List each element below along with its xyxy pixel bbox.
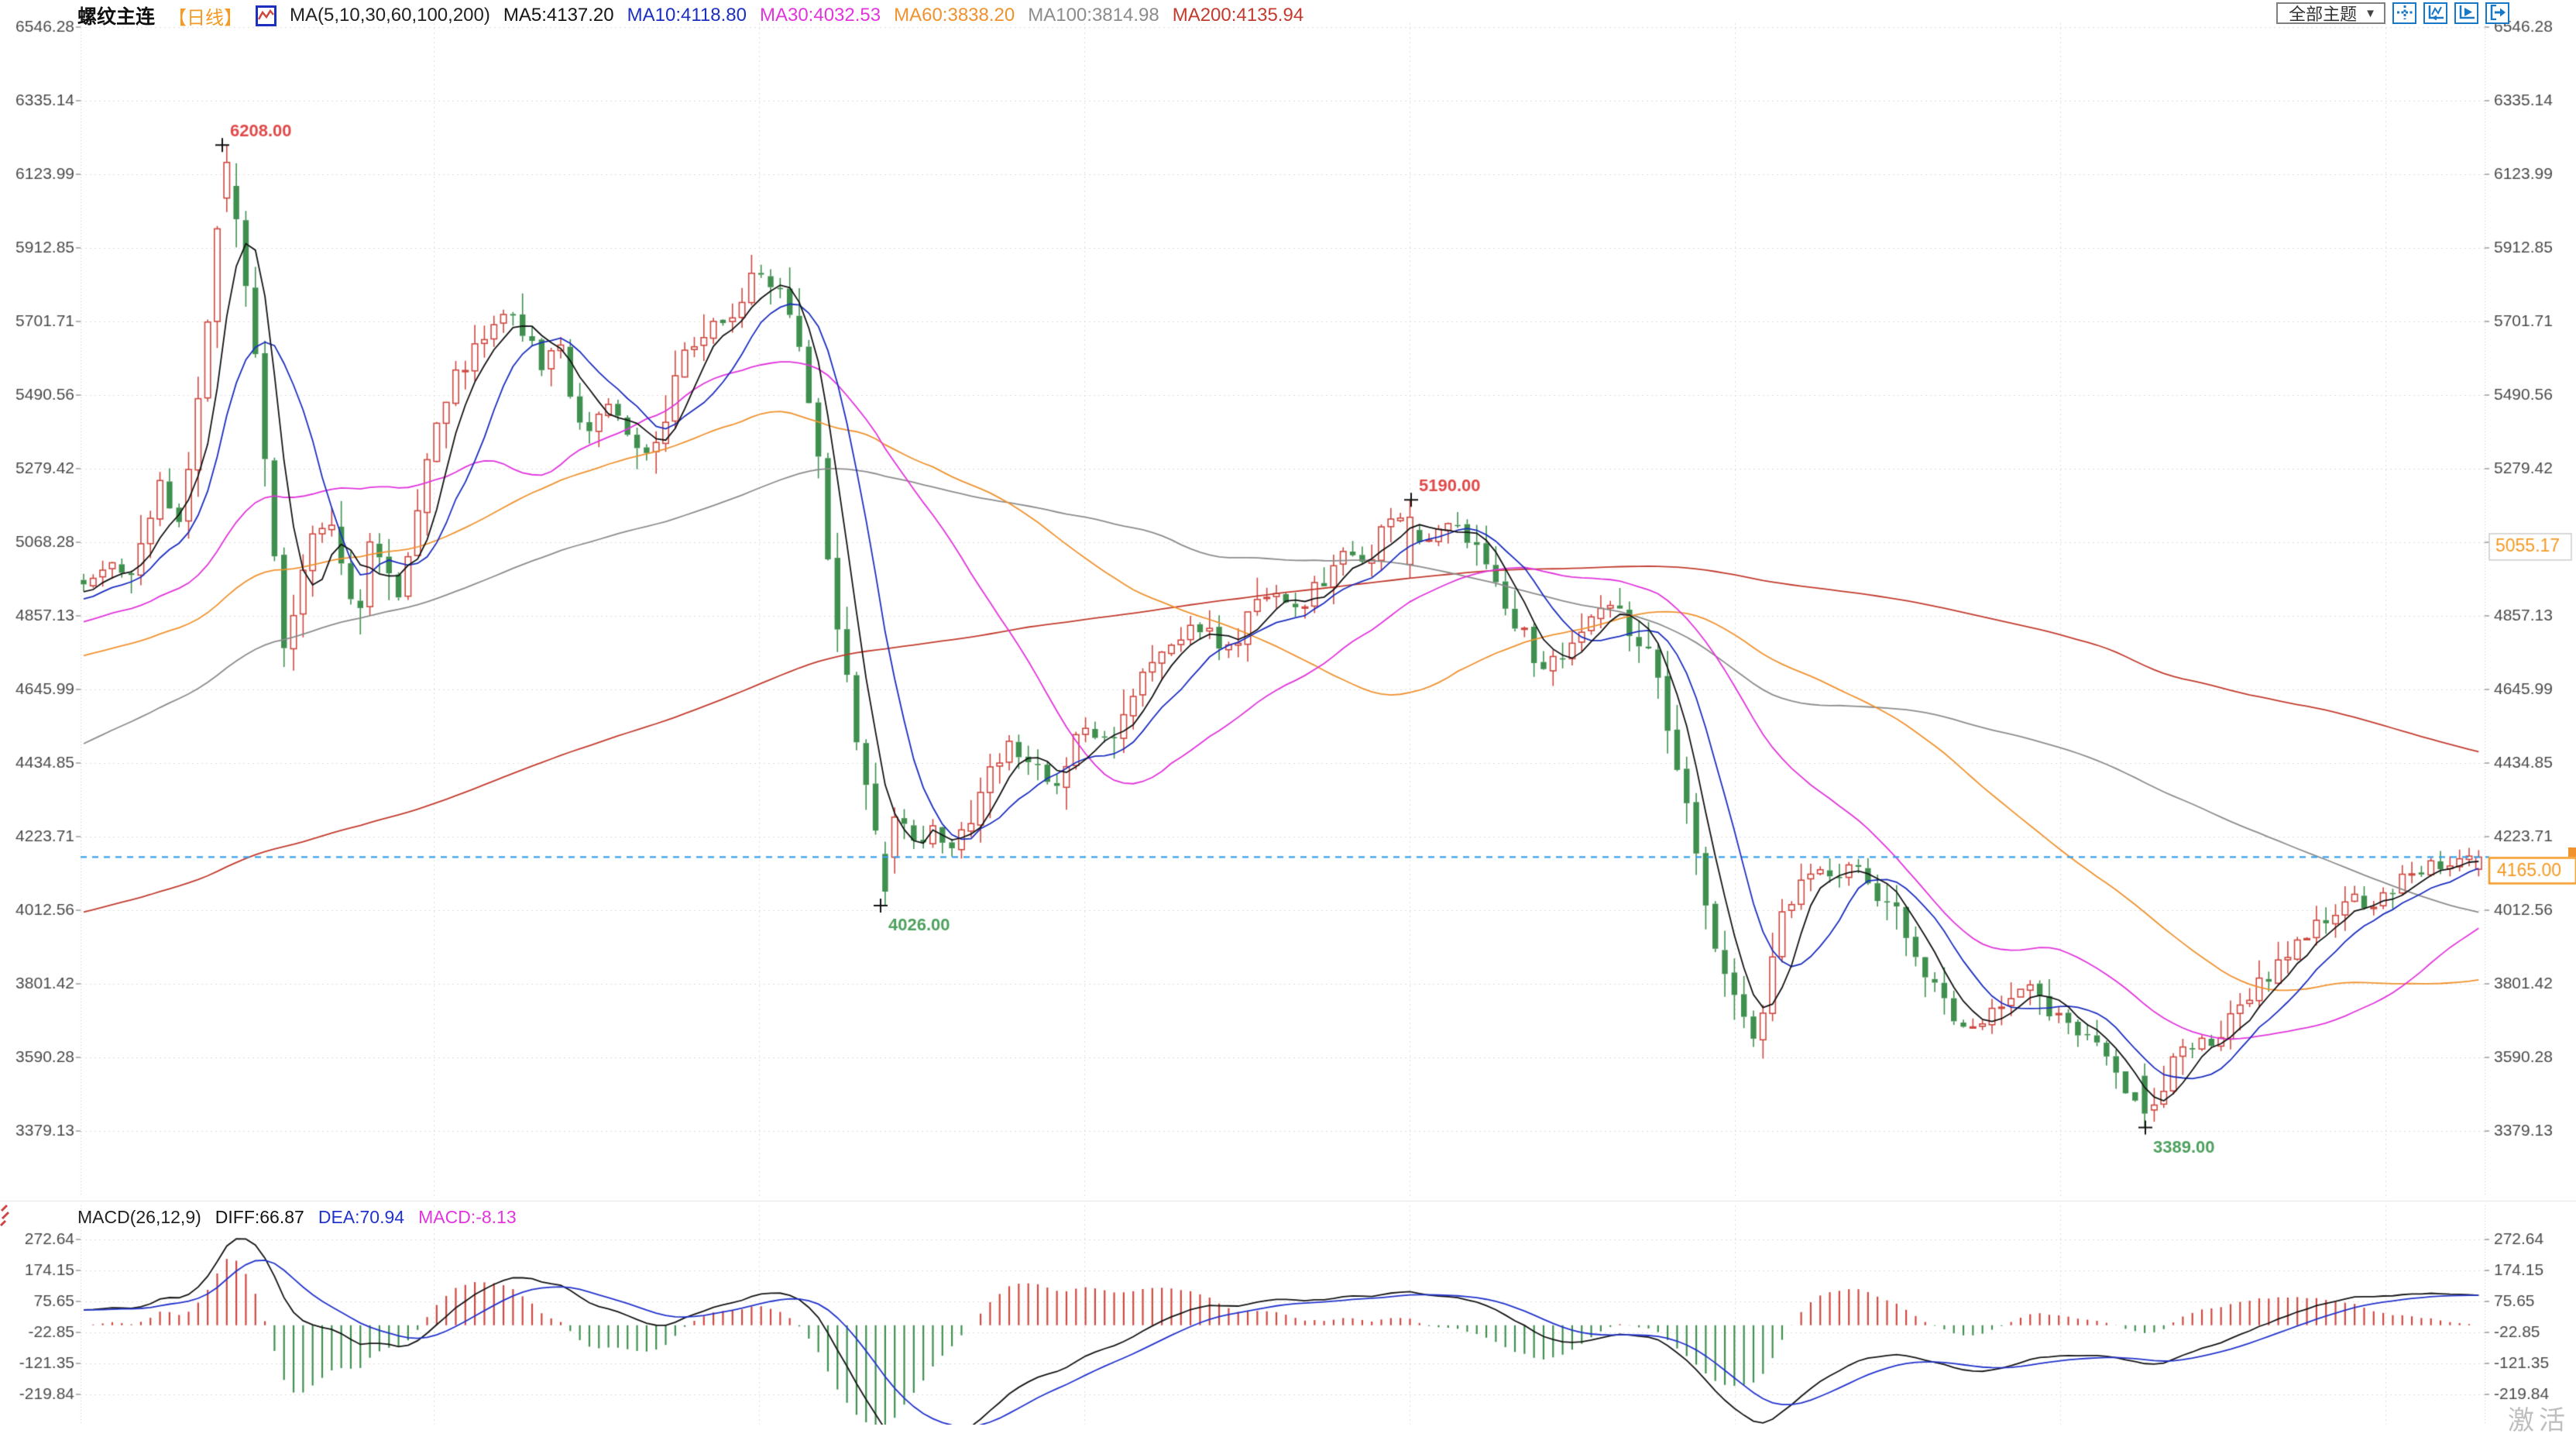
- axis-play-icon: [2458, 5, 2475, 22]
- pop-out-tool-button[interactable]: [2485, 2, 2509, 24]
- ma10-value: MA10:4118.80: [627, 5, 747, 26]
- crosshair-tool-button[interactable]: [2392, 2, 2416, 24]
- theme-dropdown-label: 全部主题: [2289, 5, 2358, 24]
- zoom-restore-tool-button[interactable]: [2423, 2, 2447, 24]
- ma5-value: MA5:4137.20: [503, 5, 614, 26]
- macd-diff-value: DIFF:66.87: [215, 1207, 304, 1227]
- ma60-value: MA60:3838.20: [894, 5, 1015, 26]
- theme-dropdown[interactable]: 全部主题 ▼: [2276, 2, 2385, 24]
- period-label[interactable]: 【日线】: [168, 7, 243, 29]
- macd-formula: MACD(26,12,9): [77, 1207, 201, 1227]
- crosshair-icon: [2396, 5, 2413, 22]
- chevron-down-icon: ▼: [2365, 6, 2376, 20]
- macd-dea-value: DEA:70.94: [318, 1207, 405, 1227]
- axis-zigzag-icon: [2427, 5, 2444, 22]
- chart-toolbar: 全部主题 ▼: [2276, 2, 2509, 24]
- ma30-value: MA30:4032.53: [759, 5, 881, 26]
- play-scale-tool-button[interactable]: [2454, 2, 2478, 24]
- clipped-orange-marker: [2568, 847, 2576, 857]
- macd-value: MACD:-8.13: [418, 1207, 517, 1227]
- ma100-value: MA100:3814.98: [1028, 5, 1159, 26]
- clipped-red-icon: [0, 1202, 12, 1232]
- macd-header: MACD(26,12,9) DIFF:66.87 DEA:70.94 MACD:…: [77, 1207, 517, 1228]
- activation-watermark: 激活: [2508, 1406, 2570, 1435]
- indicator-header: 螺纹主连 【日线】 MA(5,10,30,60,100,200) MA5:413…: [77, 2, 1303, 29]
- exit-arrow-icon: [2489, 4, 2506, 22]
- ma-formula: MA(5,10,30,60,100,200): [290, 5, 490, 26]
- symbol-name: 螺纹主连: [77, 6, 156, 28]
- candlestick-chart-icon: [256, 5, 277, 26]
- ma200-value: MA200:4135.94: [1172, 5, 1304, 26]
